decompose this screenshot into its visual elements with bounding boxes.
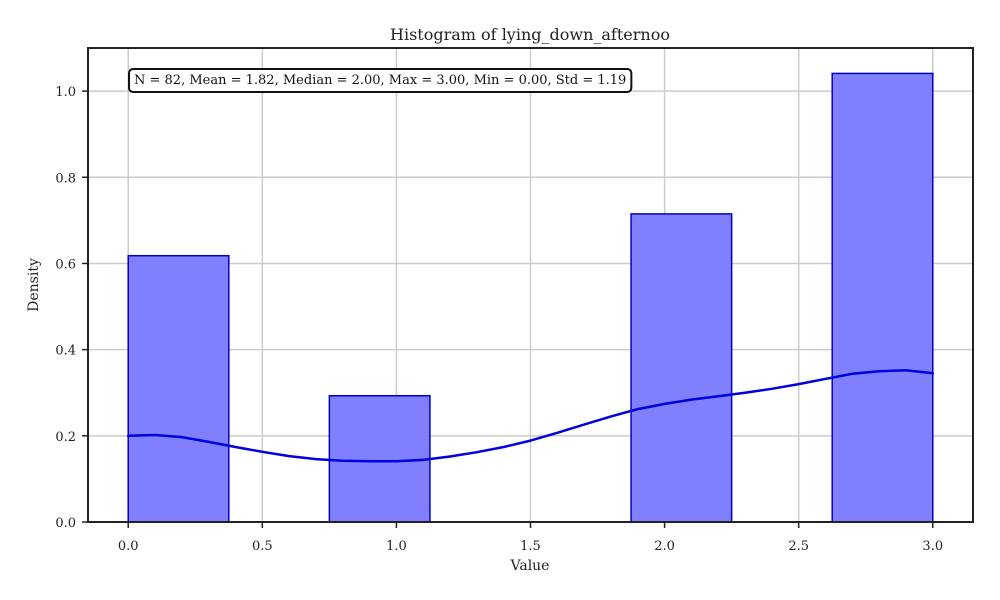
y-axis-label: Density	[26, 258, 42, 312]
x-tick-label-0: 0.0	[118, 539, 139, 554]
stats-text: N = 82, Mean = 1.82, Median = 2.00, Max …	[134, 73, 626, 88]
x-tick-label-4: 2.0	[654, 539, 675, 554]
x-tick-label-5: 2.5	[788, 539, 809, 554]
histogram-bar-1	[328, 394, 431, 523]
y-tick-label-3: 0.6	[55, 257, 76, 272]
x-tick-label-2: 1.0	[386, 539, 407, 554]
histogram-bar-2	[630, 213, 733, 523]
stats-box: N = 82, Mean = 1.82, Median = 2.00, Max …	[128, 68, 633, 93]
histogram-bar-3	[831, 72, 934, 523]
y-tick-label-5: 1.0	[55, 85, 76, 100]
x-tick-label-6: 3.0	[922, 539, 943, 554]
x-tick-label-3: 1.5	[520, 539, 541, 554]
axes: 0.0 0.5 1.0 1.5 2.0 2.5 3.0 0.0 0.2 0.4 0.6 0.8 1.0	[55, 47, 974, 554]
kde-curve	[126, 369, 935, 463]
stats-box-frame	[128, 68, 633, 93]
kde-curve-layer	[126, 369, 935, 463]
y-tick-label-4: 0.8	[55, 171, 76, 186]
y-tick-label-0: 0.0	[55, 516, 76, 531]
x-axis-label: Value	[510, 558, 550, 574]
y-tick-label-1: 0.2	[55, 430, 76, 445]
histogram-bars	[127, 72, 934, 523]
histogram-bar-0	[127, 254, 230, 523]
y-tick-label-2: 0.4	[55, 344, 76, 359]
x-tick-label-1: 0.5	[252, 539, 273, 554]
chart-title: Histogram of lying_down_afternoo	[390, 25, 670, 44]
